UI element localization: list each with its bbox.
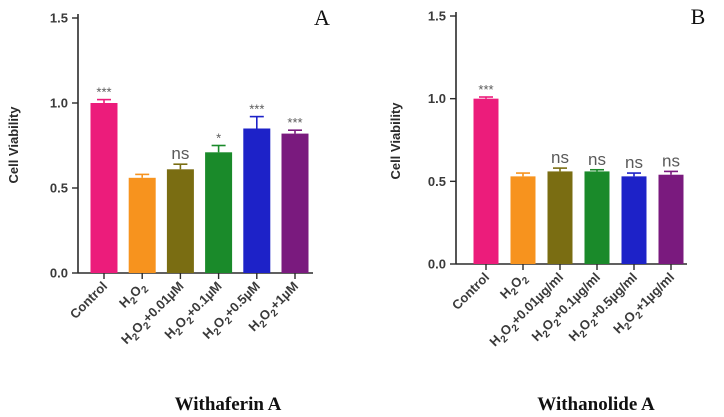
significance-label: ns [588,150,606,169]
significance-label: ns [171,144,189,163]
y-tick-label: 0.5 [428,174,446,189]
bar [205,152,233,273]
y-axis-label: Cell Viability [6,106,21,184]
bar [584,171,610,264]
bar [281,133,309,273]
panel-label: A [314,5,330,30]
bar [128,177,156,273]
panel-caption: Withanolide A [537,394,655,415]
significance-label: *** [96,85,111,100]
bar [621,176,647,264]
x-tick-label: Control [67,279,110,322]
y-tick-label: 1.5 [50,11,68,26]
panel-caption: Withaferin A [175,394,282,415]
bar [166,169,194,273]
bar [547,171,573,264]
y-tick-label: 1.0 [50,96,68,111]
y-tick-label: 1.5 [428,9,446,24]
y-tick-label: 1.0 [428,91,446,106]
y-tick-label: 0.0 [428,257,446,272]
bar [90,103,118,273]
x-tick-label: H2O2+0.5µg/ml [565,270,642,347]
significance-label: ns [662,151,680,170]
chart-panel-b: 0.0 0.5 1.0 1.5 Cell Viability *** Control H2O2… [388,4,705,415]
significance-label: ns [625,153,643,172]
bar [473,98,499,265]
significance-label: *** [478,82,493,97]
bar [658,174,684,264]
significance-label: ns [551,148,569,167]
significance-label: *** [287,115,302,130]
bar [510,176,536,264]
y-tick-label: 0.5 [50,181,68,196]
y-tick-label: 0.0 [50,266,68,281]
significance-label: *** [249,102,264,117]
y-axis-label: Cell Viability [388,102,403,180]
panel-label: B [691,4,706,29]
x-tick-label: Control [449,270,492,313]
significance-label: * [216,131,221,146]
bar [243,128,271,273]
